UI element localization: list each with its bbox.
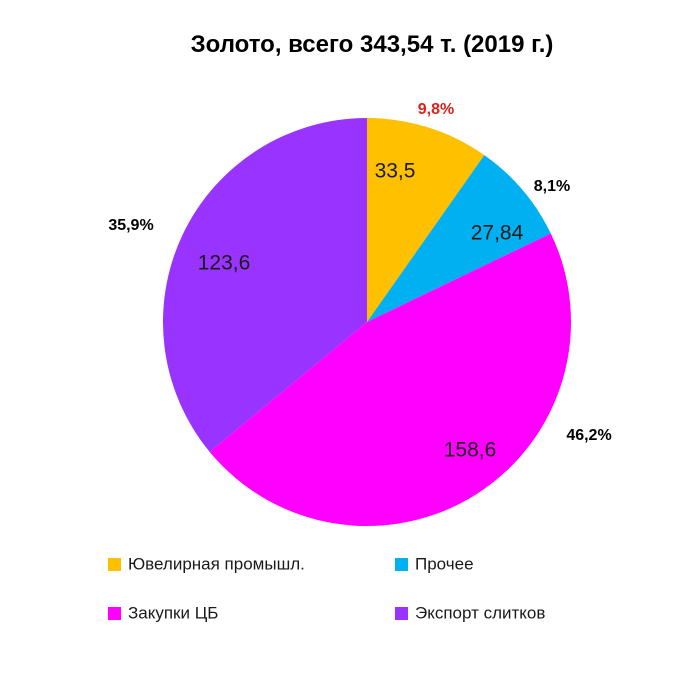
value-label-1: 33,5: [375, 160, 416, 183]
percent-label-1: 9,8%: [418, 101, 454, 118]
legend-label-3: Закупки ЦБ: [128, 603, 218, 622]
pie-slice-2: [367, 155, 551, 322]
legend-label-2: Прочее: [415, 554, 474, 573]
legend-swatch-4: [395, 607, 408, 620]
percent-label-4: 35,9%: [108, 217, 153, 234]
percent-labels: 9,8% 8,1% 46,2% 35,9%: [108, 101, 611, 444]
value-label-2: 27,84: [471, 222, 524, 245]
pie-slices: [163, 118, 572, 526]
pie-slice-4: [163, 118, 367, 452]
legend-swatch-3: [108, 607, 121, 620]
pie-slice-1: [367, 118, 485, 322]
pie-slice-3: [209, 233, 572, 526]
value-labels: 33,5 27,84 158,6 123,6: [198, 160, 524, 462]
value-label-4: 123,6: [198, 252, 251, 275]
percent-label-3: 46,2%: [566, 427, 611, 444]
legend-swatch-1: [108, 558, 121, 571]
legend: Ювелирная промышл. Прочее Закупки ЦБ Экспор…: [108, 554, 545, 622]
chart-title: Золото, всего 343,54 т. (2019 г.): [191, 31, 554, 58]
value-label-3: 158,6: [444, 439, 497, 462]
legend-label-4: Экспорт слитков: [415, 603, 545, 622]
percent-label-2: 8,1%: [534, 178, 570, 195]
legend-swatch-2: [395, 558, 408, 571]
legend-label-1: Ювелирная промышл.: [128, 554, 305, 573]
